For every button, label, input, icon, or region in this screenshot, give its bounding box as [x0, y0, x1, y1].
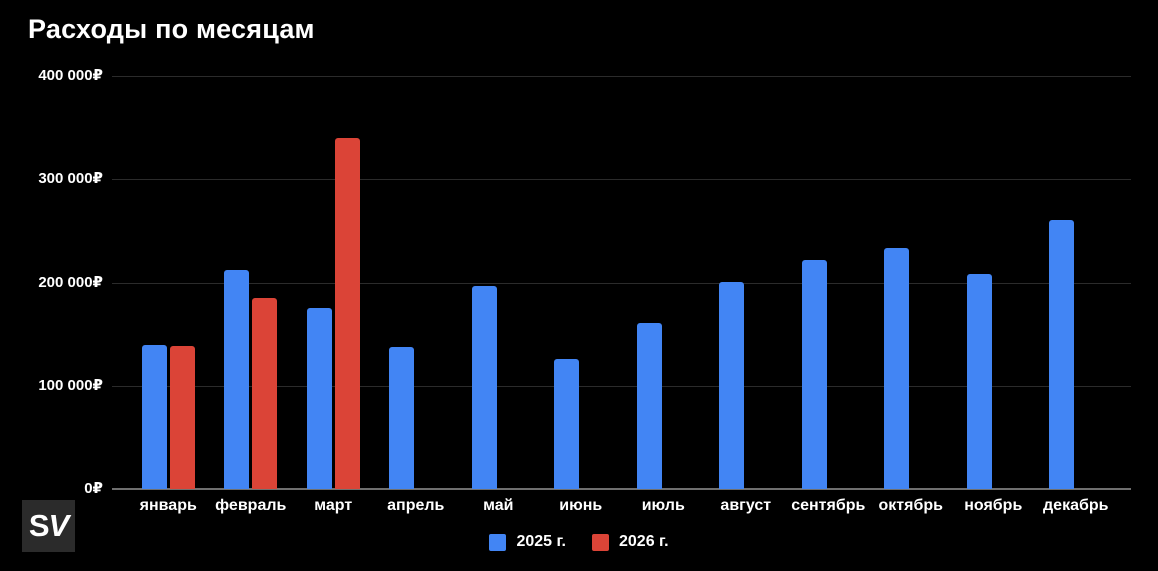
bar-group-m9	[787, 76, 870, 489]
y-tick-label-0: 0₽	[84, 480, 103, 497]
bar-2026-m2[interactable]	[252, 298, 278, 489]
x-axis-labels: январь февраль март апрель май июнь июль август…	[127, 497, 1117, 515]
y-tick-label-200000: 200 000₽	[38, 273, 103, 291]
gridline-300000	[112, 179, 1131, 181]
legend-label-2026: 2026 г.	[619, 533, 669, 550]
bar-2025-m3[interactable]	[306, 308, 332, 489]
bar-2025-m8[interactable]	[719, 281, 745, 489]
bar-group-m8	[705, 76, 788, 489]
legend-item-2026[interactable]: 2026 г.	[592, 533, 669, 551]
bar-2025-m12[interactable]	[1049, 219, 1075, 489]
sv-logo-letter-v: V	[48, 508, 70, 543]
gridline-200000	[112, 282, 1131, 284]
bar-group-m7	[622, 76, 705, 489]
x-tick-label-m4: апрель	[387, 497, 445, 514]
x-tick-label-m6: июнь	[559, 497, 603, 514]
x-tick-label-m9: сентябрь	[791, 497, 866, 514]
bar-group-m1	[127, 76, 210, 489]
bar-2025-m10[interactable]	[884, 248, 910, 489]
bars-area	[127, 76, 1117, 489]
bar-2025-m11[interactable]	[966, 274, 992, 489]
bar-2025-m1[interactable]	[141, 344, 167, 489]
bar-group-m3	[292, 76, 375, 489]
y-axis-labels: 400 000₽ 300 000₽ 200 000₽ 100 000₽ 0₽	[0, 67, 103, 497]
bar-2026-m3[interactable]	[334, 137, 360, 489]
x-tick-label-m11: ноябрь	[964, 497, 1023, 514]
gridline-400000	[112, 76, 1131, 77]
bar-2025-m7[interactable]	[636, 322, 662, 489]
x-tick-label-m10: октябрь	[878, 497, 943, 514]
y-tick-label-100000: 100 000₽	[38, 376, 103, 394]
bar-2025-m5[interactable]	[471, 285, 497, 489]
legend: 2025 г. 2026 г.	[0, 533, 1158, 551]
bar-group-m12	[1035, 76, 1118, 489]
bar-2025-m2[interactable]	[224, 270, 250, 489]
sv-logo-letter-s: S	[28, 508, 50, 543]
bar-group-m6	[540, 76, 623, 489]
x-tick-label-m8: август	[720, 497, 772, 514]
legend-swatch-2026	[592, 533, 609, 551]
x-tick-label-m12: декабрь	[1043, 497, 1109, 514]
bar-2026-m1[interactable]	[169, 345, 195, 489]
legend-label-2025: 2025 г.	[516, 533, 566, 550]
bar-2025-m6[interactable]	[554, 358, 580, 489]
bar-2025-m4[interactable]	[389, 346, 415, 489]
x-tick-label-m5: май	[483, 497, 514, 514]
legend-item-2025[interactable]: 2025 г.	[489, 533, 566, 551]
x-tick-label-m3: март	[314, 497, 353, 514]
gridline-0	[112, 488, 1131, 490]
gridline-100000	[112, 385, 1131, 387]
bar-2025-m9[interactable]	[801, 259, 827, 489]
chart-title: Расходы по месяцам	[28, 14, 315, 44]
legend-swatch-2025	[489, 533, 507, 551]
x-tick-label-m1: январь	[139, 497, 197, 514]
bar-group-m2	[210, 76, 293, 489]
x-tick-label-m7: июль	[641, 497, 685, 514]
bar-group-m4	[375, 76, 458, 489]
bar-group-m5	[457, 76, 540, 489]
bar-group-m11	[952, 76, 1035, 489]
y-tick-label-400000: 400 000₽	[38, 67, 103, 84]
plot-area	[112, 76, 1131, 490]
bar-group-m10	[870, 76, 953, 489]
y-tick-label-300000: 300 000₽	[38, 170, 103, 188]
x-tick-label-m2: февраль	[215, 497, 287, 514]
